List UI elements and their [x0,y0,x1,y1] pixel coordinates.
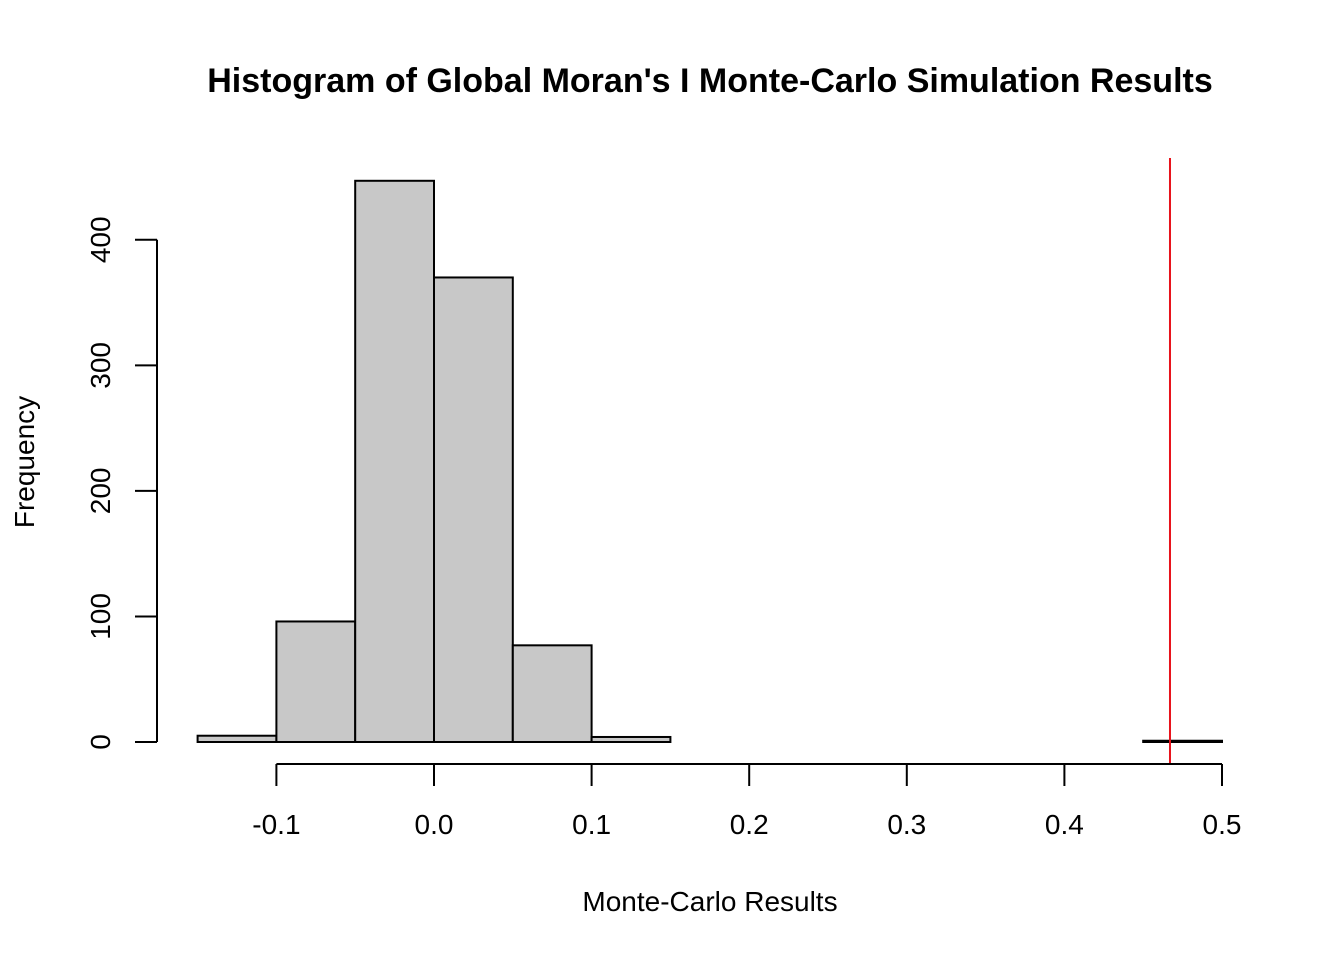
x-tick-label: 0.3 [887,809,926,840]
histogram-bar [590,735,672,744]
y-tick-label: 300 [85,342,116,389]
y-axis-label: Frequency [9,396,40,528]
x-tick-label: 0.1 [572,809,611,840]
histogram-bars [196,179,1223,744]
x-tick-label: 0.0 [415,809,454,840]
x-tick-label: 0.2 [730,809,769,840]
x-tick-label: 0.4 [1045,809,1084,840]
y-tick-label: 400 [85,216,116,263]
histogram-bar [354,179,436,743]
histogram-bar [1142,739,1223,744]
histogram-bar [433,276,514,743]
x-axis-label: Monte-Carlo Results [582,886,837,917]
y-tick-label: 0 [85,734,116,750]
histogram-bar [196,734,278,743]
x-tick-label: 0.5 [1203,809,1242,840]
y-tick-label: 200 [85,468,116,515]
x-axis: -0.1 0.0 0.1 0.2 0.3 0.4 0.5 [252,763,1242,840]
chart-title: Histogram of Global Moran's I Monte-Carl… [207,62,1213,100]
y-axis: 0 100 200 300 400 [85,216,158,750]
x-tick-label: -0.1 [252,809,300,840]
histogram-bar [275,620,357,743]
y-tick-label: 100 [85,593,116,640]
histogram-bar [511,644,593,743]
